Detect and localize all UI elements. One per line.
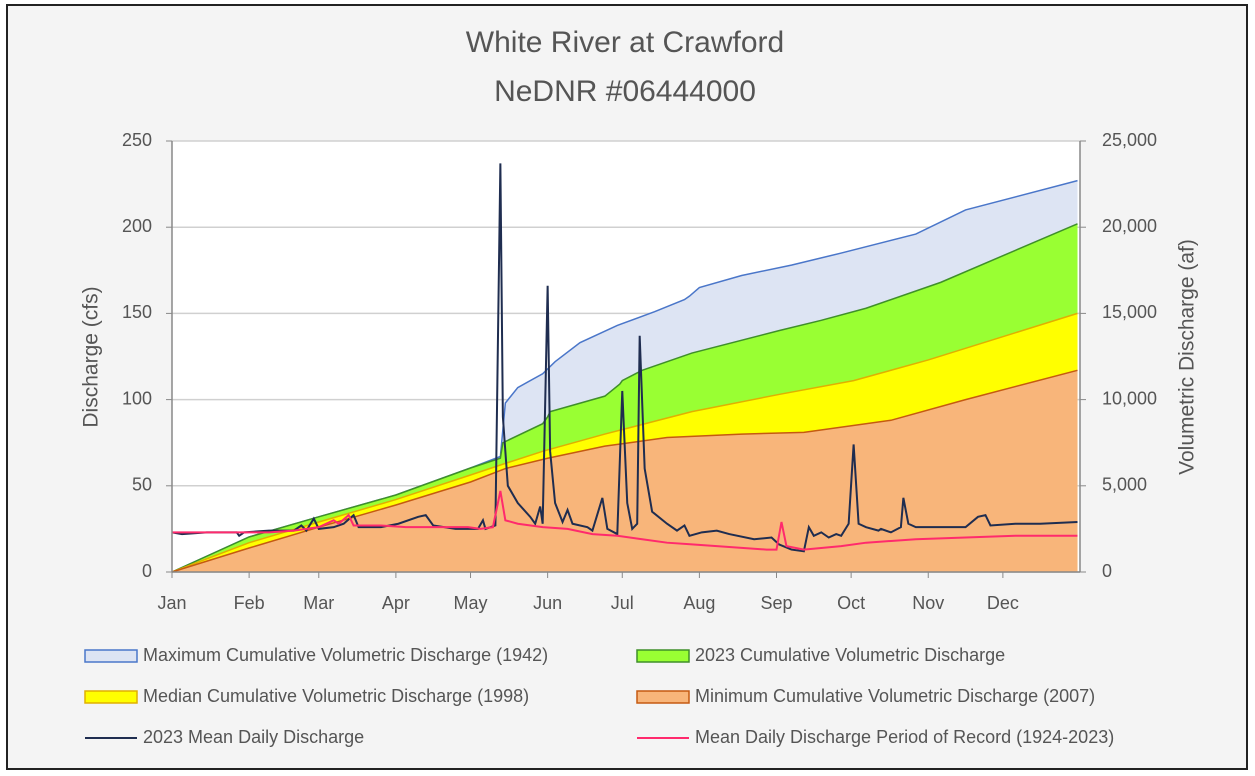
x-tick-label: Oct (837, 593, 865, 613)
y2-tick-label: 0 (1102, 561, 1112, 581)
legend-label: Mean Daily Discharge Period of Record (1… (695, 727, 1114, 747)
x-tick-label: Dec (987, 593, 1019, 613)
x-tick-label: Aug (683, 593, 715, 613)
legend-swatch (84, 690, 138, 704)
line (172, 490, 1078, 551)
y-tick-label: 100 (122, 388, 152, 408)
x-tick-label: Sep (760, 593, 792, 613)
x-tick-label: May (454, 593, 488, 613)
legend-swatch (84, 649, 138, 663)
legend-swatch (636, 649, 690, 663)
x-tick-label: Mar (303, 593, 334, 613)
x-tick-label: Jan (157, 593, 186, 613)
area (172, 370, 1078, 572)
y2-axis-label: Volumetric Discharge (af) (1176, 239, 1199, 475)
legend-swatch (636, 690, 690, 704)
x-tick-label: Apr (382, 593, 410, 613)
legend-label: Minimum Cumulative Volumetric Discharge … (695, 686, 1095, 706)
y-axis-label: Discharge (cfs) (80, 286, 103, 427)
y-tick-label: 150 (122, 302, 152, 322)
chart-subtitle: NeDNR #06444000 (494, 75, 756, 108)
y-tick-label: 0 (142, 561, 152, 581)
line (171, 163, 1078, 553)
area-edge (171, 369, 1078, 573)
y2-tick-label: 25,000 (1102, 130, 1157, 150)
y-tick-label: 250 (122, 130, 152, 150)
y-tick-label: 50 (132, 475, 152, 495)
legend-label: Median Cumulative Volumetric Discharge (… (143, 686, 529, 706)
legend-label: 2023 Cumulative Volumetric Discharge (695, 645, 1005, 665)
y2-tick-label: 10,000 (1102, 388, 1157, 408)
legend-label: 2023 Mean Daily Discharge (143, 727, 364, 747)
y-tick-label: 200 (122, 216, 152, 236)
area-edge (171, 312, 1078, 573)
x-tick-label: Jun (533, 593, 562, 613)
chart-title: White River at Crawford (466, 26, 784, 59)
y2-tick-label: 20,000 (1102, 216, 1157, 236)
x-tick-label: Nov (912, 593, 944, 613)
marks (171, 163, 1078, 573)
area-edge (171, 223, 1078, 573)
x-tick-label: Feb (234, 593, 265, 613)
y2-tick-label: 15,000 (1102, 302, 1157, 322)
legend-label: Maximum Cumulative Volumetric Discharge … (143, 645, 548, 665)
axes: 0 50 100 150 200 250 0 5,000 10,000 15,000 20,000 2… (122, 130, 1157, 613)
legend: Maximum Cumulative Volumetric Discharge … (84, 645, 1114, 747)
y2-tick-label: 5,000 (1102, 475, 1147, 495)
x-tick-label: Jul (611, 593, 634, 613)
